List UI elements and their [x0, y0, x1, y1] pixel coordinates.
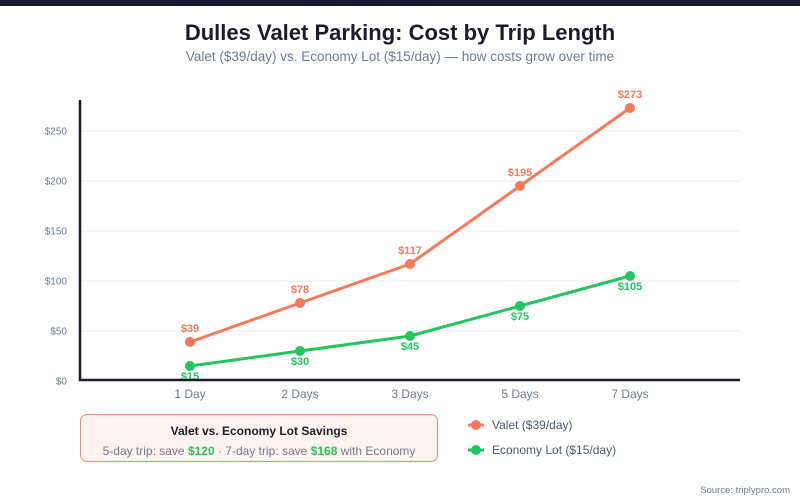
savings-7day-amount: $168	[310, 444, 338, 458]
data-label: $78	[291, 284, 309, 296]
data-label: $105	[618, 281, 642, 293]
data-label: $39	[181, 323, 199, 335]
x-tick-label: 5 Days	[501, 387, 538, 401]
y-tick-label: $0	[56, 377, 68, 388]
legend-valet-marker-icon	[468, 419, 484, 430]
data-point	[625, 103, 635, 113]
data-point	[295, 346, 305, 356]
y-tick-label: $100	[45, 277, 68, 288]
data-label: $75	[511, 311, 529, 323]
data-point	[405, 259, 415, 269]
y-tick-label: $200	[45, 177, 68, 188]
data-label: $117	[398, 245, 422, 257]
savings-box: Valet vs. Economy Lot Savings 5-day trip…	[80, 414, 438, 462]
x-axis-ticks: 1 Day 2 Days 3 Days 5 Days 7 Days	[174, 387, 648, 401]
legend: Valet ($39/day) Economy Lot ($15/day)	[468, 412, 616, 462]
data-point	[625, 271, 635, 281]
data-label: $195	[508, 167, 532, 179]
y-tick-label: $250	[45, 127, 68, 138]
savings-5day-prefix: 5-day trip: save	[102, 444, 188, 458]
chart-subtitle: Valet ($39/day) vs. Economy Lot ($15/day…	[185, 49, 615, 64]
gridlines	[80, 130, 740, 332]
source-note: Source: triplypro.com	[700, 485, 790, 496]
legend-label-economy: Economy Lot ($15/day)	[492, 442, 617, 457]
data-point	[515, 301, 525, 311]
data-label: $30	[291, 356, 309, 368]
line-chart: $0 $50 $100 $150 $200 $250 1 Day 2 Days 3 Days 5…	[45, 89, 740, 401]
savings-separator: · 7-day trip: save	[214, 444, 311, 458]
data-point	[185, 337, 195, 347]
chart-title: Dulles Valet Parking: Cost by Trip Lengt…	[184, 20, 616, 45]
legend-item-economy[interactable]: Economy Lot ($15/day)	[468, 437, 616, 462]
top-bar	[0, 0, 800, 6]
savings-5day-amount: $120	[187, 444, 215, 458]
y-tick-label: $50	[50, 327, 67, 338]
y-tick-label: $150	[45, 227, 68, 238]
series-line-valet	[188, 106, 632, 344]
data-point	[515, 181, 525, 191]
legend-item-valet[interactable]: Valet ($39/day)	[468, 412, 616, 437]
savings-suffix: with Economy	[337, 444, 416, 458]
legend-label-valet: Valet ($39/day)	[492, 417, 573, 432]
data-point	[295, 298, 305, 308]
savings-text: 5-day trip: save $120 · 7-day trip: save…	[81, 444, 437, 458]
x-tick-label: 1 Day	[174, 387, 205, 401]
savings-title: Valet vs. Economy Lot Savings	[170, 424, 348, 438]
series-group: $39$78$117$195$273$15$30$45$75$105	[181, 89, 642, 383]
data-label: $273	[618, 89, 642, 101]
y-axis-ticks: $0 $50 $100 $150 $200 $250	[45, 127, 68, 388]
x-tick-label: 3 Days	[391, 387, 428, 401]
data-point	[185, 361, 195, 371]
legend-economy-marker-icon	[468, 444, 484, 455]
data-point	[405, 331, 415, 341]
data-label: $45	[401, 341, 419, 353]
x-tick-label: 7 Days	[611, 387, 648, 401]
x-tick-label: 2 Days	[281, 387, 318, 401]
